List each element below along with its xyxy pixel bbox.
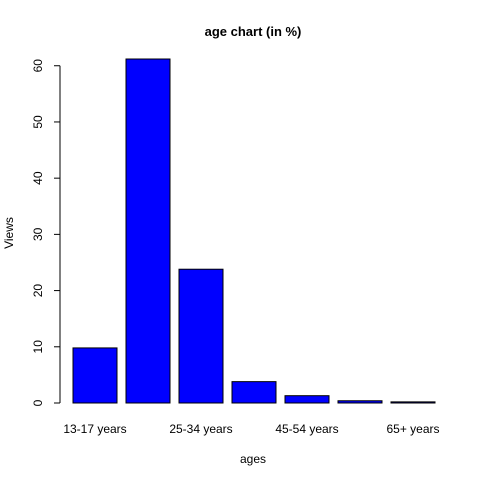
y-axis: 0 10 20 30 40 50 60 — [31, 59, 61, 406]
bar — [231, 381, 277, 404]
x-tick-label: 13-17 years — [63, 422, 126, 436]
x-tick-labels: 13-17 years 25-34 years 45-54 years 65+ yea… — [63, 422, 439, 436]
bar — [337, 400, 383, 404]
x-tick-label: 45-54 years — [275, 422, 338, 436]
x-axis-label: ages — [240, 452, 266, 466]
bars — [72, 58, 436, 404]
y-tick-label: 10 — [31, 340, 45, 354]
y-axis-label: Views — [2, 217, 16, 249]
y-tick-label: 30 — [31, 227, 45, 241]
bar — [72, 347, 118, 404]
y-tick-label: 50 — [31, 115, 45, 129]
bar — [390, 401, 436, 404]
chart-title: age chart (in %) — [205, 24, 302, 39]
y-tick-label: 40 — [31, 171, 45, 185]
bar — [178, 268, 224, 404]
bar — [284, 395, 330, 404]
x-tick-label: 65+ years — [386, 422, 439, 436]
x-tick-label: 25-34 years — [169, 422, 232, 436]
bar — [125, 58, 171, 404]
y-tick-label: 60 — [31, 59, 45, 73]
y-tick-label: 0 — [31, 399, 45, 406]
y-tick-label: 20 — [31, 284, 45, 298]
